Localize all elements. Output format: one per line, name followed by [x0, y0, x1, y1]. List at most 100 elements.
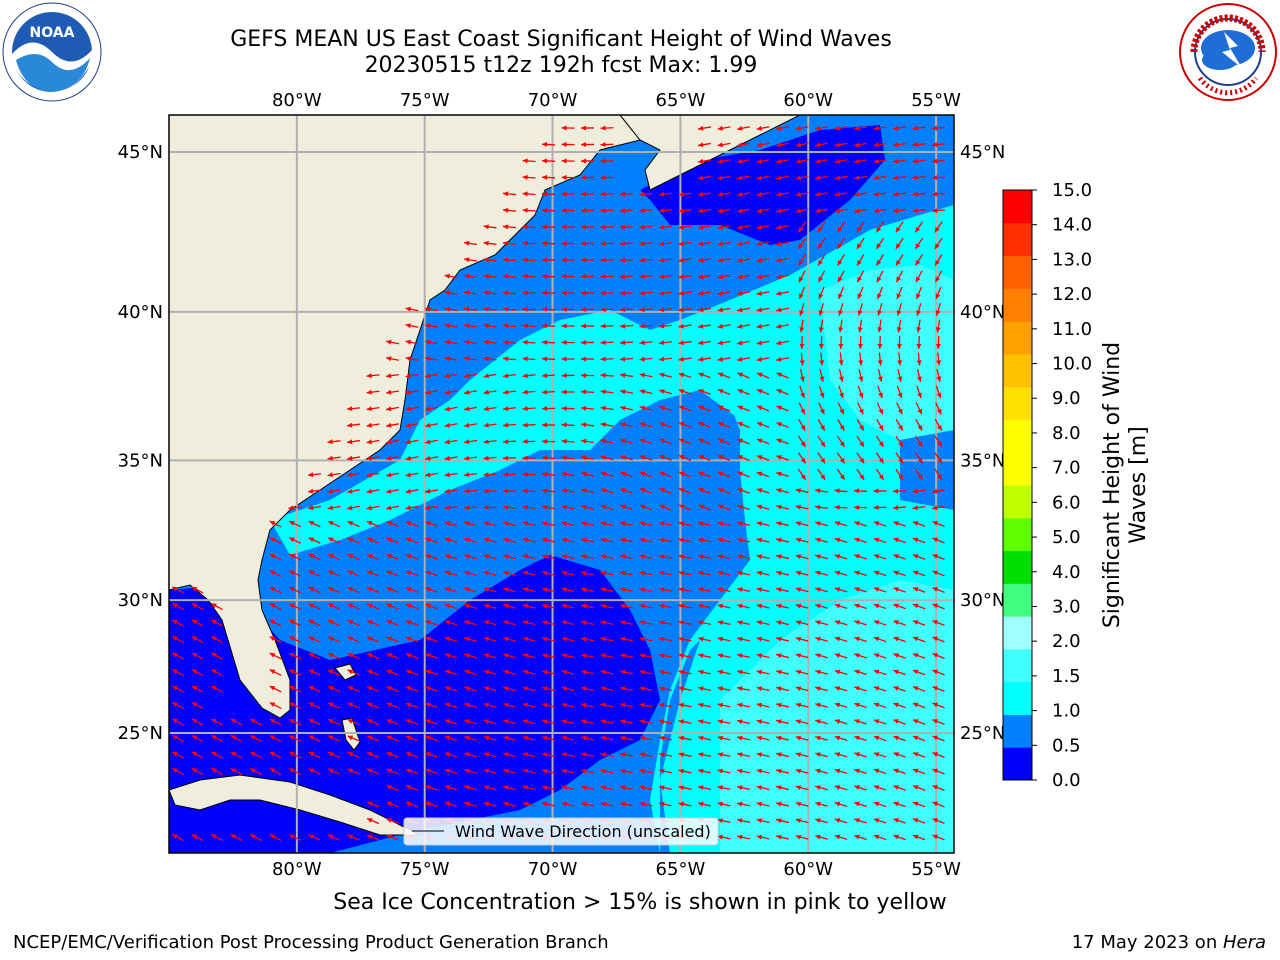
wind-wave-arrow	[502, 373, 517, 379]
wind-wave-arrow	[854, 636, 867, 643]
wind-wave-arrow	[717, 224, 731, 230]
wind-wave-arrow	[776, 307, 789, 313]
wind-wave-arrow	[191, 833, 204, 842]
wind-wave-arrow	[405, 636, 419, 643]
wind-wave-arrow	[386, 554, 399, 560]
wind-wave-arrow	[893, 752, 906, 758]
wind-wave-arrow	[308, 751, 321, 759]
wind-wave-arrow	[210, 718, 224, 726]
wind-wave-arrow	[814, 125, 829, 131]
wave-zone-1.5-2.0-southeast	[720, 580, 954, 853]
wind-wave-arrow	[327, 553, 341, 561]
wind-wave-arrow	[405, 306, 419, 312]
wind-wave-arrow	[873, 620, 887, 626]
wind-wave-arrow	[776, 686, 789, 692]
wind-wave-arrow	[580, 323, 595, 329]
wind-wave-arrow	[561, 373, 575, 379]
wind-wave-arrow	[522, 224, 536, 230]
wind-wave-arrow	[502, 488, 517, 494]
wind-wave-arrow	[541, 438, 556, 444]
wind-wave-arrow	[893, 801, 906, 808]
wind-wave-arrow	[561, 224, 575, 230]
wind-wave-arrow	[386, 752, 399, 758]
wind-wave-arrow	[405, 406, 419, 412]
wind-wave-arrow	[797, 221, 807, 233]
wind-wave-arrow	[639, 438, 653, 445]
wind-wave-arrow	[678, 686, 692, 692]
wind-wave-arrow	[502, 504, 517, 510]
wind-wave-arrow	[834, 125, 848, 131]
wind-wave-arrow	[799, 319, 805, 333]
wind-wave-arrow	[818, 335, 824, 350]
wind-wave-arrow	[405, 719, 419, 725]
wind-wave-arrow	[698, 587, 711, 593]
wind-wave-arrow	[191, 718, 204, 726]
wind-wave-arrow	[737, 488, 750, 494]
colorbar-segment	[1003, 419, 1032, 453]
wind-wave-arrow	[858, 352, 864, 366]
wind-wave-arrow	[776, 570, 789, 576]
wind-wave-arrow	[857, 303, 863, 316]
wind-wave-arrow	[931, 191, 946, 197]
wind-wave-arrow	[385, 455, 400, 461]
wind-wave-arrow	[736, 307, 751, 313]
wind-wave-arrow	[308, 636, 321, 643]
wind-wave-arrow	[561, 455, 575, 461]
wind-wave-arrow	[717, 669, 731, 675]
wind-wave-arrow	[736, 208, 751, 214]
wind-wave-arrow	[873, 537, 887, 544]
wind-wave-arrow	[386, 636, 399, 643]
wind-wave-arrow	[912, 834, 926, 841]
wind-wave-arrow	[463, 406, 478, 412]
wind-wave-arrow	[347, 735, 360, 742]
wind-wave-arrow	[424, 306, 439, 312]
wind-wave-arrow	[171, 701, 185, 710]
wind-wave-arrow	[541, 207, 556, 213]
wind-wave-arrow	[619, 274, 634, 280]
wind-wave-arrow	[580, 125, 595, 131]
wind-wave-arrow	[600, 405, 614, 411]
wind-wave-arrow	[873, 191, 887, 197]
wind-wave-arrow	[561, 537, 575, 543]
wind-wave-arrow	[425, 587, 438, 593]
wind-wave-arrow	[658, 191, 673, 197]
wind-wave-arrow	[737, 719, 750, 725]
land-north-america	[169, 115, 641, 719]
lon-tick-label-top: 65°W	[656, 90, 706, 111]
wind-wave-arrow	[522, 488, 536, 494]
wind-wave-arrow	[444, 719, 458, 725]
wind-wave-arrow	[877, 369, 883, 382]
wind-wave-arrow	[914, 468, 924, 481]
wind-wave-arrow	[873, 686, 887, 692]
wind-wave-arrow	[678, 356, 692, 362]
wind-wave-arrow	[600, 686, 614, 692]
wind-wave-arrow	[580, 224, 595, 230]
wind-wave-arrow	[678, 290, 692, 296]
wind-wave-arrow	[834, 752, 848, 758]
wind-wave-arrow	[698, 620, 711, 626]
wind-wave-arrow	[895, 419, 904, 431]
wind-wave-arrow	[639, 537, 653, 543]
wind-wave-arrow	[580, 307, 595, 313]
wind-wave-arrow	[483, 240, 497, 246]
map-tick-labels: 80°W 80°W 75°W 75°W 70°W 70°W 65°W 65°W 60°W 60°W…	[118, 90, 1006, 880]
lon-tick-label-bottom: 80°W	[272, 859, 322, 880]
wind-wave-arrow	[561, 521, 575, 527]
wind-wave-direction-arrows	[171, 125, 946, 842]
wind-wave-arrow	[795, 570, 809, 576]
wind-wave-arrow	[818, 402, 825, 415]
wind-wave-arrow	[737, 801, 750, 807]
wind-wave-arrow	[619, 340, 634, 346]
wind-wave-arrow	[210, 652, 224, 660]
wind-wave-arrow	[856, 452, 865, 464]
wind-wave-arrow	[776, 653, 789, 659]
wind-wave-arrow	[600, 702, 614, 708]
wind-wave-arrow	[230, 751, 243, 759]
wind-wave-arrow	[717, 421, 731, 429]
wind-wave-arrow	[717, 785, 731, 791]
wind-wave-arrow	[522, 653, 536, 659]
wind-wave-arrow	[912, 537, 926, 544]
wind-wave-arrow	[836, 237, 846, 250]
wind-wave-arrow	[561, 356, 575, 362]
wind-wave-arrow	[814, 208, 829, 214]
